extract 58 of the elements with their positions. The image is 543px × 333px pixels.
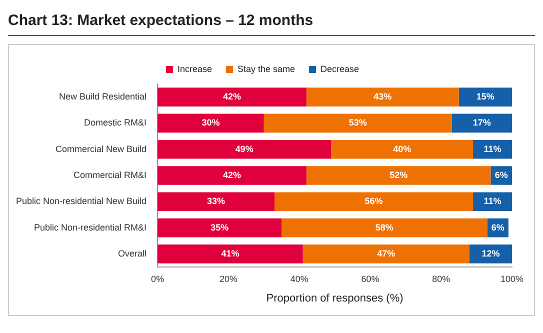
bar — [158, 192, 275, 212]
data-label: 40% — [393, 144, 412, 154]
data-label: 52% — [390, 170, 408, 180]
bar — [158, 88, 306, 106]
data-label: 17% — [472, 118, 491, 128]
y-tick-label: New Build Residential — [59, 92, 147, 102]
y-tick-label: Public Non-residential New Build — [16, 196, 147, 206]
x-tick-label: 40% — [290, 274, 308, 284]
data-label: 53% — [348, 118, 367, 128]
data-label: 58% — [375, 222, 394, 232]
data-label: 49% — [235, 144, 254, 154]
data-label: 33% — [207, 196, 226, 206]
bar — [274, 192, 474, 212]
x-tick-label: 20% — [219, 274, 238, 284]
chart-title: Chart 13: Market expectations – 12 months — [8, 11, 314, 31]
data-label: 30% — [202, 118, 220, 128]
bar — [458, 88, 512, 106]
legend-label: Increase — [177, 64, 212, 74]
y-tick-label: Domestic RM&I — [84, 118, 147, 128]
data-label: 12% — [482, 248, 500, 258]
bar — [306, 166, 491, 185]
bar — [264, 114, 452, 133]
y-tick-label: Public Non-residential RM&I — [34, 222, 147, 232]
data-label: 41% — [221, 248, 240, 258]
bar — [473, 192, 512, 212]
x-tick-label: 0% — [151, 274, 164, 284]
bar — [331, 140, 474, 159]
x-axis-title: Proportion of responses (%) — [266, 292, 404, 304]
data-label: 47% — [377, 248, 396, 258]
y-tick-label: Commercial RM&I — [74, 170, 147, 180]
bar — [158, 114, 264, 133]
legend-label: Stay the same — [237, 64, 296, 74]
bar — [469, 244, 512, 264]
data-label: 56% — [364, 196, 383, 206]
x-tick-label: 100% — [500, 274, 524, 284]
bar — [302, 244, 470, 264]
data-label: 35% — [210, 222, 229, 232]
data-label: 42% — [222, 92, 241, 102]
data-label: 15% — [476, 92, 494, 102]
x-tick-label: 80% — [432, 274, 450, 284]
data-label: 11% — [484, 196, 502, 206]
data-label: 42% — [222, 170, 241, 180]
legend-label: Decrease — [320, 64, 360, 74]
y-tick-label: Overall — [118, 248, 147, 258]
data-label: 6% — [491, 222, 504, 232]
bar — [473, 140, 512, 159]
bar — [158, 244, 303, 264]
y-tick-label: Commercial New Build — [56, 144, 147, 154]
bar — [306, 88, 459, 106]
bar — [282, 218, 488, 238]
data-label: 11% — [484, 144, 502, 154]
bar — [452, 114, 512, 133]
data-label: 43% — [374, 92, 392, 102]
x-tick-label: 60% — [361, 274, 380, 284]
bar — [158, 218, 282, 238]
bar — [158, 166, 306, 185]
bar — [158, 140, 332, 159]
data-label: 6% — [494, 170, 508, 180]
